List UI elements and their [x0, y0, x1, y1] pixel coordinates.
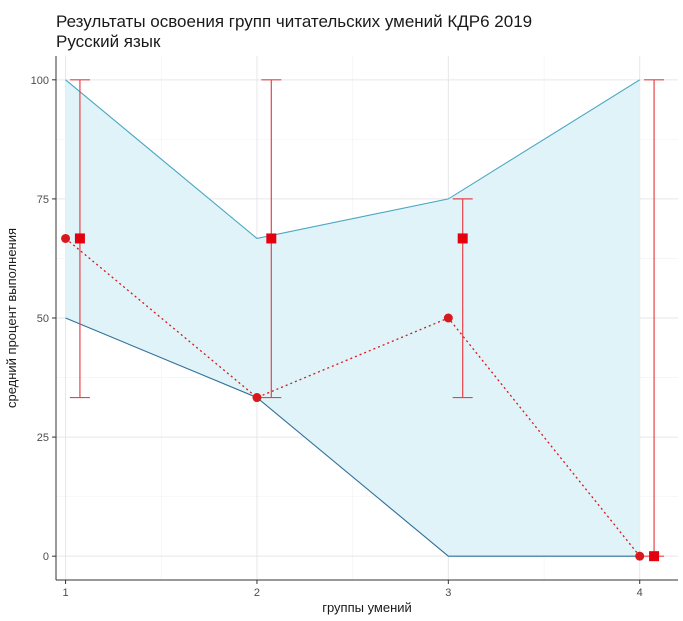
errorbar-mean-marker — [266, 233, 277, 244]
x-tick-label: 1 — [63, 587, 69, 599]
errorbars — [69, 79, 665, 562]
mean-point — [635, 551, 645, 561]
points — [61, 233, 645, 561]
mean-point — [443, 313, 453, 323]
band-lines — [65, 79, 641, 557]
errorbar-mean-marker — [649, 551, 660, 562]
x-tick-label: 3 — [445, 587, 451, 599]
errorbar-mean-marker — [457, 233, 468, 244]
chart-title: Результаты освоения групп читательских у… — [56, 12, 532, 31]
y-axis-label: средний процент выполнения — [4, 228, 19, 408]
y-ticks: 0 25 50 75 100 — [31, 75, 56, 563]
chart-subtitle: Русский язык — [56, 32, 161, 51]
lower-bound-line — [65, 317, 640, 557]
x-tick-label: 2 — [254, 587, 260, 599]
mean-point — [252, 393, 262, 403]
plot-area — [55, 56, 678, 581]
y-tick-label: 0 — [43, 551, 49, 563]
y-tick-label: 100 — [31, 75, 49, 87]
y-tick-label: 25 — [37, 432, 49, 444]
x-tick-label: 4 — [637, 587, 643, 599]
errorbar-mean-marker — [74, 233, 85, 244]
upper-bound-line — [65, 79, 641, 240]
y-tick-label: 75 — [37, 194, 49, 206]
x-ticks: 1 2 3 4 — [63, 580, 643, 599]
mean-point — [61, 233, 71, 243]
x-axis-label: группы умений — [322, 600, 412, 615]
y-tick-label: 50 — [37, 313, 49, 325]
